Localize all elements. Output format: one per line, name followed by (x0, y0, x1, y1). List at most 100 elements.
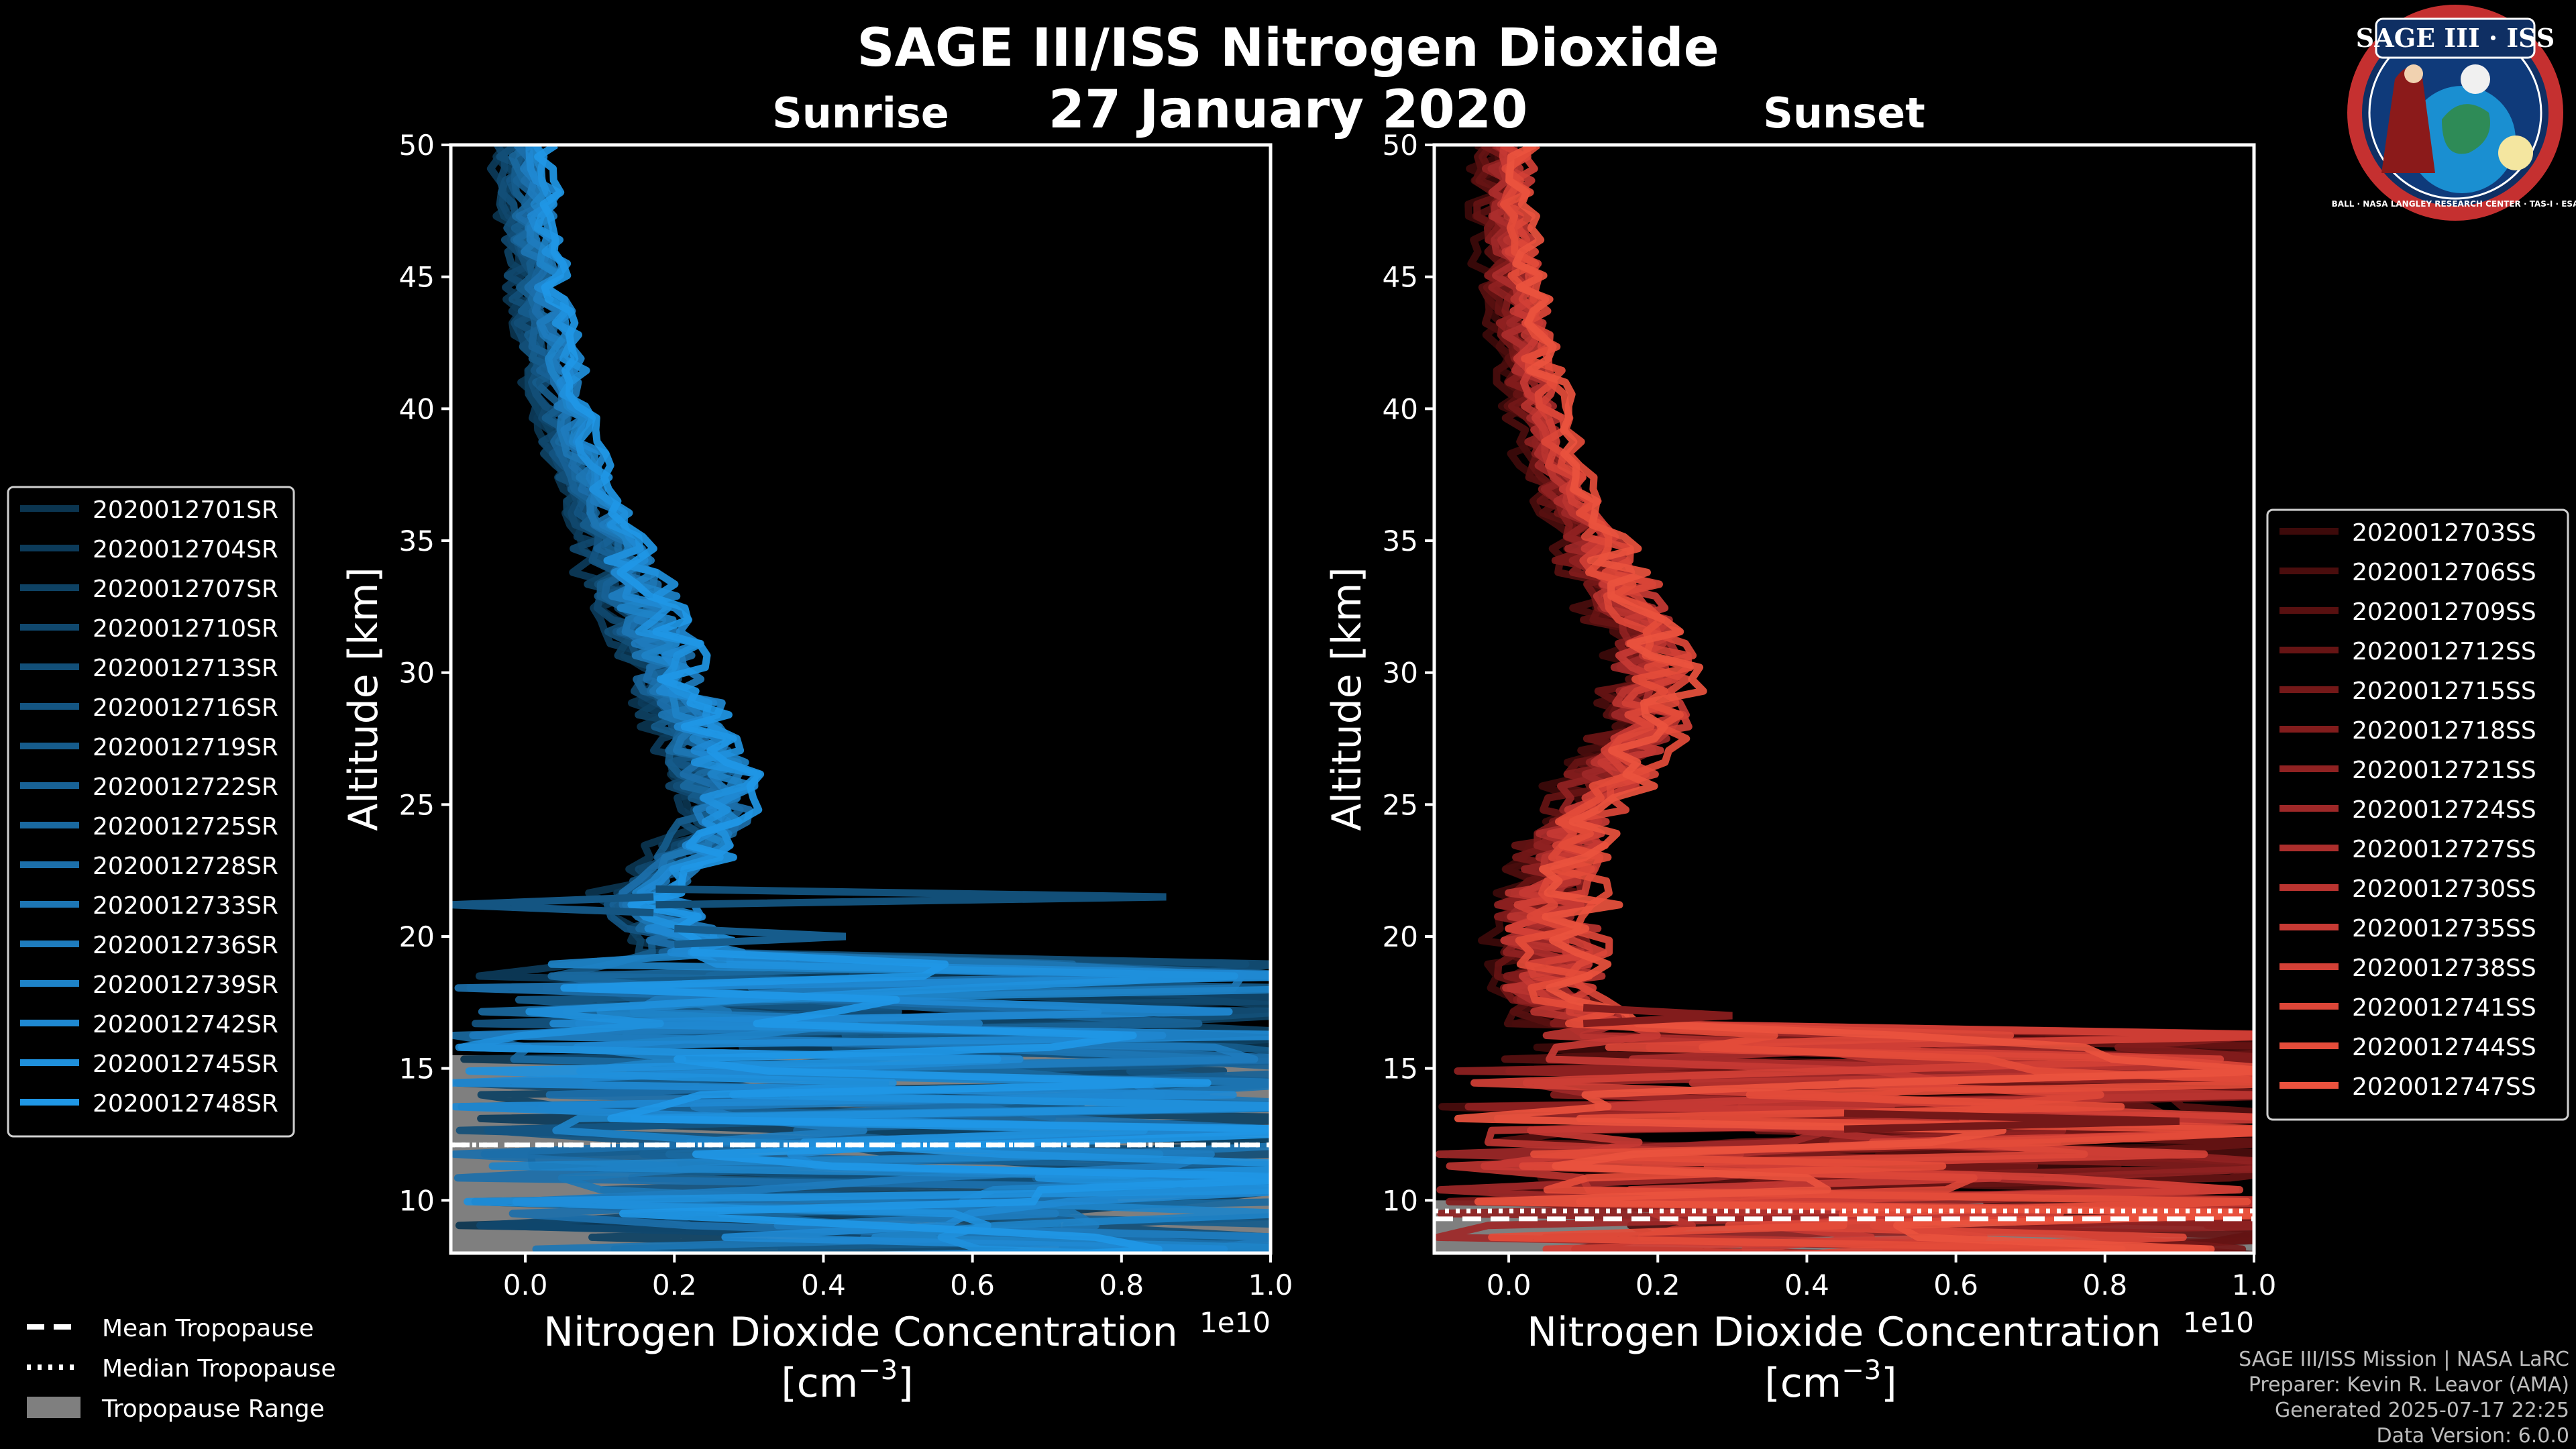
footer: SAGE III/ISS Mission | NASA LaRC Prepare… (2239, 1348, 2569, 1448)
legend-label: 2020012744SS (2352, 1034, 2536, 1061)
y-tick-label: 50 (1383, 129, 1418, 162)
legend-label: 2020012742SR (93, 1011, 278, 1038)
panel-title: Sunset (1763, 89, 1925, 138)
sunrise-panel: 0.0 0.2 0.4 0.6 0.8 1.0 10 15 20 25 30 35 40 45 50 1e10… (340, 89, 1293, 1407)
legend-label: 2020012710SR (93, 615, 278, 643)
legend-label: 2020012736SR (93, 932, 278, 959)
legend-label: 2020012713SR (93, 655, 278, 682)
y-tick-label: 25 (399, 788, 435, 821)
y-tick-label: 30 (399, 657, 435, 690)
x-tick-label: 0.8 (2082, 1269, 2127, 1301)
x-axis-units: [cm−3] (781, 1355, 913, 1407)
y-tick-label: 20 (1383, 920, 1418, 953)
legend-frame (2266, 508, 2569, 1121)
x-tick-label: 1.0 (1248, 1269, 1293, 1301)
legend-label: 2020012748SR (93, 1090, 278, 1118)
legend-label: 2020012707SR (93, 576, 278, 603)
y-tick-label: 25 (1383, 788, 1418, 821)
sunset-panel: 0.0 0.2 0.4 0.6 0.8 1.0 10 15 20 25 30 35 40 45 50 1e10… (1324, 89, 2277, 1407)
chart-title: SAGE III/ISS Nitrogen Dioxide (857, 18, 1719, 78)
legend-label: 2020012722SR (93, 773, 278, 801)
median-tropopause-label: Median Tropopause (102, 1355, 336, 1383)
x-axis-units: [cm−3] (1764, 1355, 1896, 1407)
footer-line-1: SAGE III/ISS Mission | NASA LaRC (2239, 1348, 2569, 1371)
x-tick-label: 0.6 (1933, 1269, 1978, 1301)
legend-label: 2020012741SS (2352, 994, 2536, 1022)
chart-date: 27 January 2020 (1049, 80, 1528, 140)
series-group (1434, 145, 2254, 1253)
spike-line (1843, 1110, 2180, 1133)
footer-line-3: Generated 2025-07-17 22:25 (2275, 1399, 2569, 1422)
legend-label: 2020012709SS (2352, 598, 2536, 626)
y-tick-label: 35 (399, 525, 435, 557)
legend-label: 2020012733SR (93, 892, 278, 920)
legend-label: 2020012739SR (93, 971, 278, 999)
legend-label: 2020012735SS (2352, 915, 2536, 943)
logo-ring-text: BALL · NASA LANGLEY RESEARCH CENTER · TA… (2332, 199, 2576, 209)
y-tick-label: 50 (399, 129, 435, 162)
x-tick-label: 0.2 (1635, 1269, 1680, 1301)
legend-label: 2020012703SS (2352, 519, 2536, 547)
legend-frame (7, 486, 295, 1138)
legend-label: 2020012721SS (2352, 757, 2536, 784)
legend-label: 2020012727SS (2352, 836, 2536, 863)
spike-line (655, 885, 1167, 909)
x-offset-text: 1e10 (1199, 1306, 1271, 1339)
legend-label: 2020012725SR (93, 813, 278, 841)
spike-line (451, 893, 654, 917)
footer-line-4: Data Version: 6.0.0 (2377, 1424, 2569, 1448)
y-tick-label: 20 (399, 920, 435, 953)
legend-label: 2020012745SR (93, 1051, 278, 1078)
tropopause-range-label: Tropopause Range (101, 1395, 325, 1423)
series-line-2020012748SR (534, 145, 1271, 1253)
axes-frame (449, 143, 1273, 1255)
legend-label: 2020012712SS (2352, 638, 2536, 665)
tropopause-legend: Mean Tropopause Median Tropopause Tropop… (27, 1315, 336, 1423)
y-tick-label: 10 (399, 1184, 435, 1217)
footer-line-2: Preparer: Kevin R. Leavor (AMA) (2249, 1373, 2569, 1397)
spike-line (674, 924, 847, 949)
x-tick-label: 0.2 (652, 1269, 697, 1301)
y-tick-label: 30 (1383, 657, 1418, 690)
y-tick-label: 10 (1383, 1184, 1418, 1217)
legend-label: 2020012718SS (2352, 717, 2536, 745)
y-tick-label: 35 (1383, 525, 1418, 557)
spike-line (1582, 1004, 1733, 1028)
y-axis-label: Altitude [km] (1324, 567, 1371, 831)
legend-label: 2020012719SR (93, 734, 278, 761)
logo-title: SAGE III · ISS (2356, 23, 2555, 53)
x-tick-label: 1.0 (2232, 1269, 2277, 1301)
tropopause-range-swatch (27, 1397, 80, 1418)
legend-label: 2020012738SS (2352, 955, 2536, 982)
legend-label: 2020012704SR (93, 536, 278, 564)
sunrise-legend: 2020012701SR 2020012704SR 2020012707SR 2020… (7, 486, 295, 1138)
legend-label: 2020012706SS (2352, 559, 2536, 586)
legend-label: 2020012730SS (2352, 875, 2536, 903)
legend-label: 2020012747SS (2352, 1073, 2536, 1101)
y-tick-label: 40 (1383, 392, 1418, 425)
series-group (451, 145, 1271, 1253)
panel-title: Sunrise (772, 89, 949, 138)
x-axis-label: Nitrogen Dioxide Concentration (1527, 1309, 2161, 1356)
y-tick-label: 45 (399, 261, 435, 294)
x-axis-label: Nitrogen Dioxide Concentration (543, 1309, 1178, 1356)
series-line-2020012747SS (1454, 145, 2254, 1253)
y-tick-label: 40 (399, 392, 435, 425)
x-tick-label: 0.8 (1099, 1269, 1144, 1301)
legend-label: 2020012715SS (2352, 678, 2536, 705)
legend-label: 2020012716SR (93, 694, 278, 722)
sage-iii-iss-logo: SAGE III · ISS BALL · NASA LANGLEY RESEA… (2332, 5, 2576, 221)
legend-label: 2020012701SR (93, 496, 278, 524)
x-tick-label: 0.4 (1784, 1269, 1829, 1301)
mean-tropopause-label: Mean Tropopause (102, 1315, 314, 1342)
x-tick-label: 0.4 (801, 1269, 846, 1301)
legend-label: 2020012724SS (2352, 796, 2536, 824)
x-tick-label: 0.0 (503, 1269, 548, 1301)
y-axis-label: Altitude [km] (340, 567, 387, 831)
axes-frame (1432, 143, 2256, 1255)
x-tick-label: 0.6 (950, 1269, 995, 1301)
x-offset-text: 1e10 (2183, 1306, 2254, 1339)
y-tick-label: 15 (399, 1053, 435, 1085)
sunset-legend: 2020012703SS 2020012706SS 2020012709SS 2020… (2266, 508, 2569, 1121)
